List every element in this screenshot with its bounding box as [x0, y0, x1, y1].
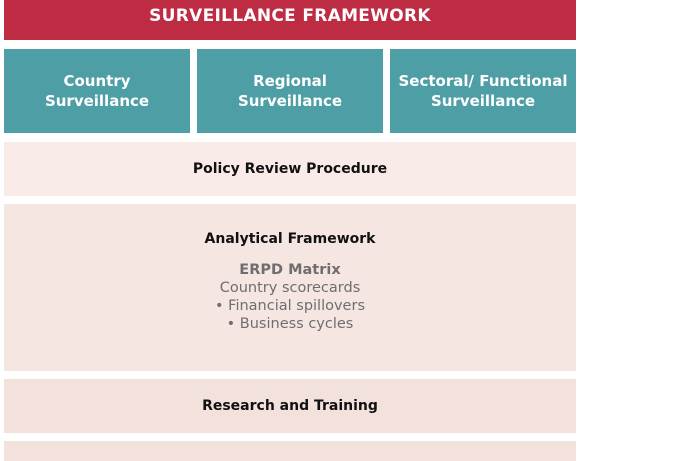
pillar-regional: Regional Surveillance: [197, 49, 383, 133]
analytical-framework-box: Analytical Framework ERPD Matrix Country…: [4, 204, 576, 371]
research-training-box: Research and Training: [4, 379, 576, 433]
erpd-matrix-label: ERPD Matrix: [239, 262, 341, 278]
analytical-item: Country scorecards: [219, 280, 361, 296]
pillar-label: Surveillance: [237, 92, 343, 110]
next-box-partial: [4, 441, 576, 461]
pillar-label: Country: [63, 72, 131, 90]
pillar-sectoral: Sectoral/ Functional Surveillance: [390, 49, 576, 133]
analytical-item: • Financial spillovers: [215, 298, 365, 314]
policy-review-box: Policy Review Procedure: [4, 142, 576, 196]
policy-review-title: Policy Review Procedure: [192, 161, 388, 177]
framework-header: SURVEILLANCE FRAMEWORK: [4, 0, 576, 40]
analytical-title: Analytical Framework: [204, 231, 376, 247]
framework-title: SURVEILLANCE FRAMEWORK: [149, 6, 431, 26]
pillar-label: Surveillance: [44, 92, 150, 110]
pillar-label: Sectoral/ Functional: [398, 72, 568, 90]
research-title: Research and Training: [202, 398, 378, 414]
analytical-item: • Business cycles: [226, 316, 354, 332]
pillar-label: Surveillance: [430, 92, 536, 110]
pillar-label: Regional: [253, 72, 327, 90]
pillar-country: Country Surveillance: [4, 49, 190, 133]
